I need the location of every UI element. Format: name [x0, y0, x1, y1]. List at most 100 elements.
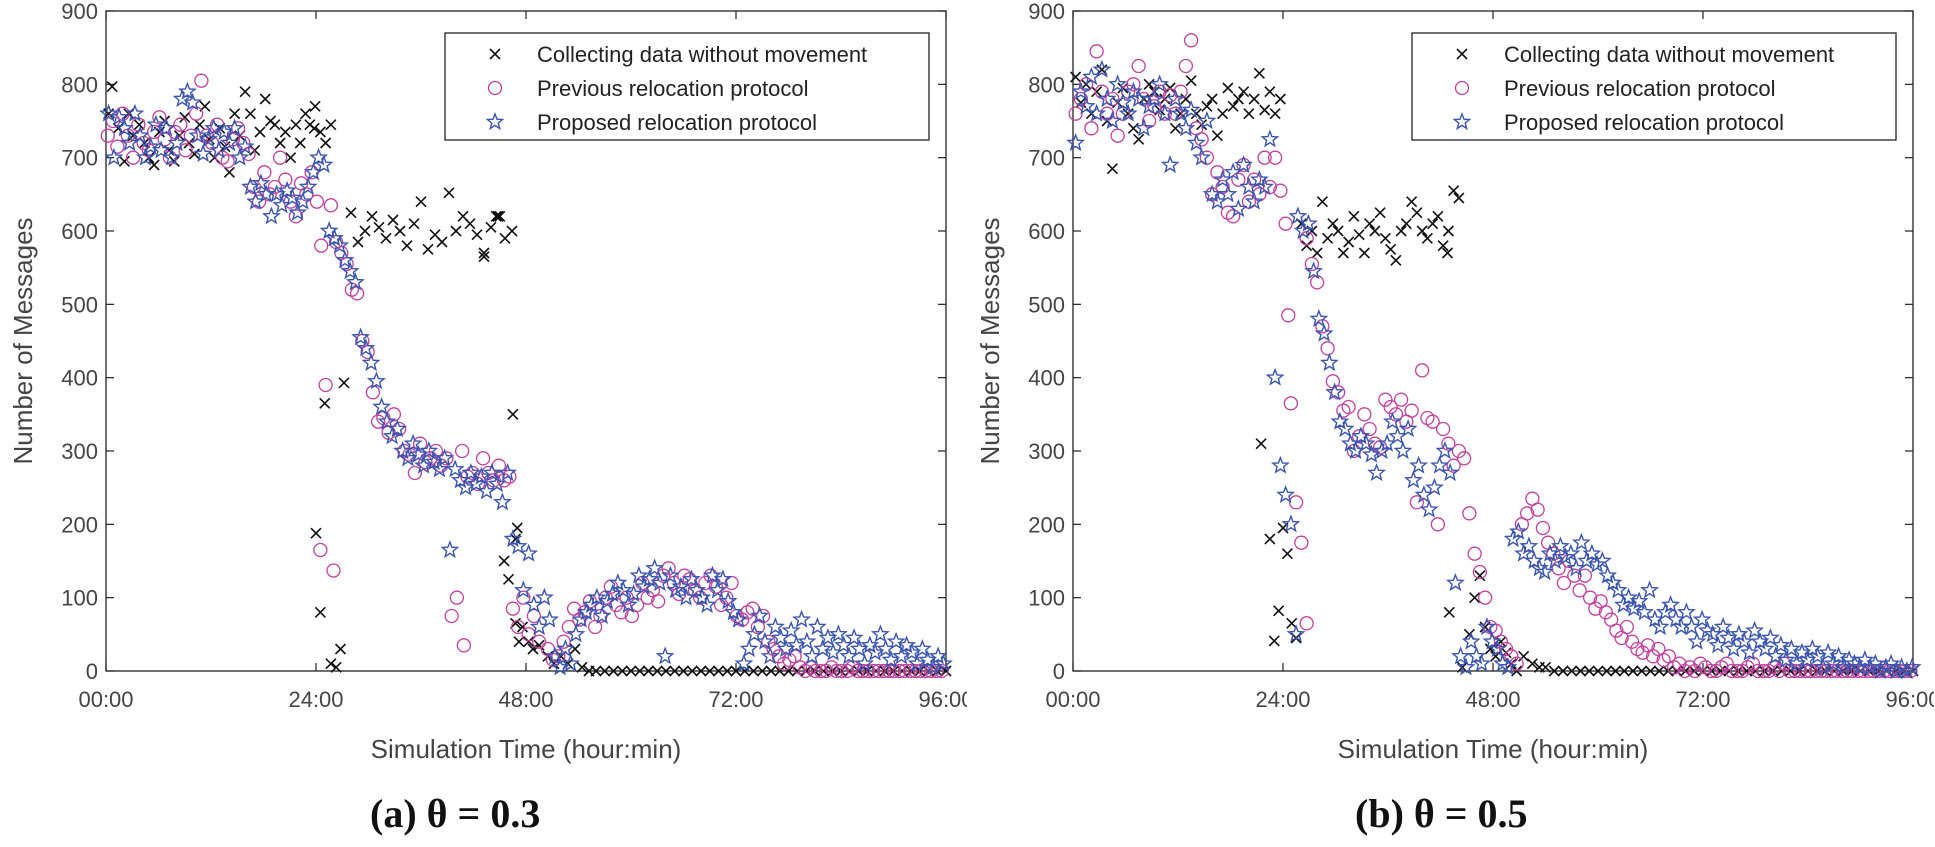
data-point-proposed — [1234, 155, 1254, 174]
data-point-proposed — [1123, 81, 1143, 100]
data-point-proposed — [1508, 521, 1528, 540]
data-point-collecting — [756, 665, 768, 677]
data-point-proposed — [1309, 309, 1329, 328]
data-point-proposed — [870, 624, 890, 643]
data-point-proposed — [1445, 573, 1465, 592]
data-point-proposed — [597, 591, 617, 610]
data-point-previous — [1624, 634, 1640, 649]
data-point-collecting — [511, 522, 523, 534]
data-point-collecting — [590, 665, 602, 677]
data-point-proposed — [1776, 650, 1796, 669]
x-tick-label: 00:00 — [78, 687, 133, 712]
data-point-previous — [892, 663, 907, 679]
data-point-collecting — [1348, 210, 1360, 222]
data-point-proposed — [629, 565, 649, 584]
data-point-collecting — [478, 251, 490, 263]
data-point-proposed — [156, 118, 176, 137]
y-tick-label: 0 — [1053, 659, 1065, 684]
y-tick-label: 300 — [1028, 439, 1065, 464]
data-point-proposed — [1687, 631, 1707, 650]
data-point-collecting — [599, 665, 611, 677]
data-point-proposed — [912, 639, 932, 658]
data-point-proposed — [1361, 444, 1381, 463]
data-point-collecting — [188, 148, 200, 160]
data-point-proposed — [928, 646, 948, 665]
data-point-previous — [1756, 663, 1771, 679]
data-point-proposed — [1281, 514, 1301, 533]
data-point-proposed — [1619, 587, 1639, 606]
legend-box — [1411, 32, 1897, 141]
data-point-proposed — [576, 602, 596, 621]
data-point-collecting — [269, 119, 281, 131]
data-point-proposed — [1487, 639, 1507, 658]
y-tick-label: 400 — [1028, 366, 1065, 391]
data-point-collecting — [294, 137, 306, 149]
data-point-proposed — [1356, 433, 1376, 452]
data-point-proposed — [277, 180, 297, 199]
data-point-previous — [1467, 546, 1482, 561]
data-point-proposed — [1155, 103, 1175, 122]
data-point-proposed — [198, 129, 218, 148]
data-point-previous — [719, 590, 734, 605]
data-point-proposed — [849, 639, 869, 658]
data-point-previous — [1535, 520, 1551, 536]
data-point-collecting — [1609, 665, 1622, 677]
data-point-proposed — [366, 371, 386, 390]
data-point-collecting — [1327, 218, 1339, 230]
data-point-proposed — [172, 89, 192, 108]
data-point-proposed — [1330, 411, 1350, 430]
data-point-proposed — [503, 529, 523, 548]
y-axis-label: Number of Messages — [975, 217, 1005, 464]
data-point-proposed — [204, 118, 224, 137]
data-point-previous — [813, 663, 829, 679]
data-point-proposed — [1165, 89, 1185, 108]
data-point-previous — [199, 128, 214, 143]
y-tick-label: 500 — [1028, 292, 1065, 317]
data-point-previous — [1299, 616, 1314, 631]
data-point-proposed — [351, 327, 371, 346]
data-point-proposed — [167, 133, 187, 152]
data-point-proposed — [109, 107, 129, 126]
data-point-previous — [1477, 590, 1493, 605]
data-point-collecting — [319, 397, 331, 409]
data-point-proposed — [1498, 657, 1518, 676]
data-point-collecting — [352, 236, 364, 248]
data-point-proposed — [1076, 96, 1096, 115]
legend: Collecting data without movement Previous… — [444, 32, 930, 141]
data-point-proposed — [1629, 591, 1649, 610]
data-point-proposed — [1865, 653, 1885, 672]
data-point-previous — [1687, 663, 1703, 679]
x-tick-label: 48:00 — [498, 687, 553, 712]
data-point-proposed — [1218, 184, 1238, 203]
data-point-proposed — [1640, 580, 1660, 599]
data-point-previous — [475, 451, 491, 466]
data-point-previous — [866, 663, 881, 679]
data-point-collecting — [1311, 247, 1323, 259]
data-point-collecting — [669, 665, 681, 677]
data-point-previous — [257, 165, 272, 180]
data-point-proposed — [445, 459, 465, 478]
y-tick-label: 800 — [61, 72, 98, 97]
data-point-collecting — [244, 108, 256, 120]
data-point-proposed — [813, 639, 833, 658]
data-point-previous — [456, 638, 472, 653]
data-point-proposed — [1134, 118, 1154, 137]
data-point-proposed — [1813, 657, 1833, 676]
data-point-collecting — [338, 377, 350, 389]
data-point-collecting — [607, 665, 620, 677]
x-tick-label: 48:00 — [1465, 687, 1520, 712]
data-point-previous — [1771, 663, 1787, 679]
data-point-collecting — [1566, 665, 1578, 677]
data-point-proposed — [618, 595, 638, 614]
chart-a-svg: 0 100 200 300 400 500 600 700 800 900 00:00 24:00 48… — [8, 0, 967, 764]
data-point-collecting — [1201, 100, 1213, 112]
data-point-previous — [1409, 495, 1425, 510]
data-point-proposed — [608, 573, 628, 592]
data-point-proposed — [1787, 653, 1807, 672]
data-point-previous — [1498, 641, 1514, 657]
data-point-proposed — [513, 580, 533, 599]
x-tick-label: 72:00 — [708, 687, 763, 712]
data-point-proposed — [760, 646, 780, 665]
data-point-proposed — [408, 444, 428, 463]
data-point-proposed — [162, 147, 182, 166]
